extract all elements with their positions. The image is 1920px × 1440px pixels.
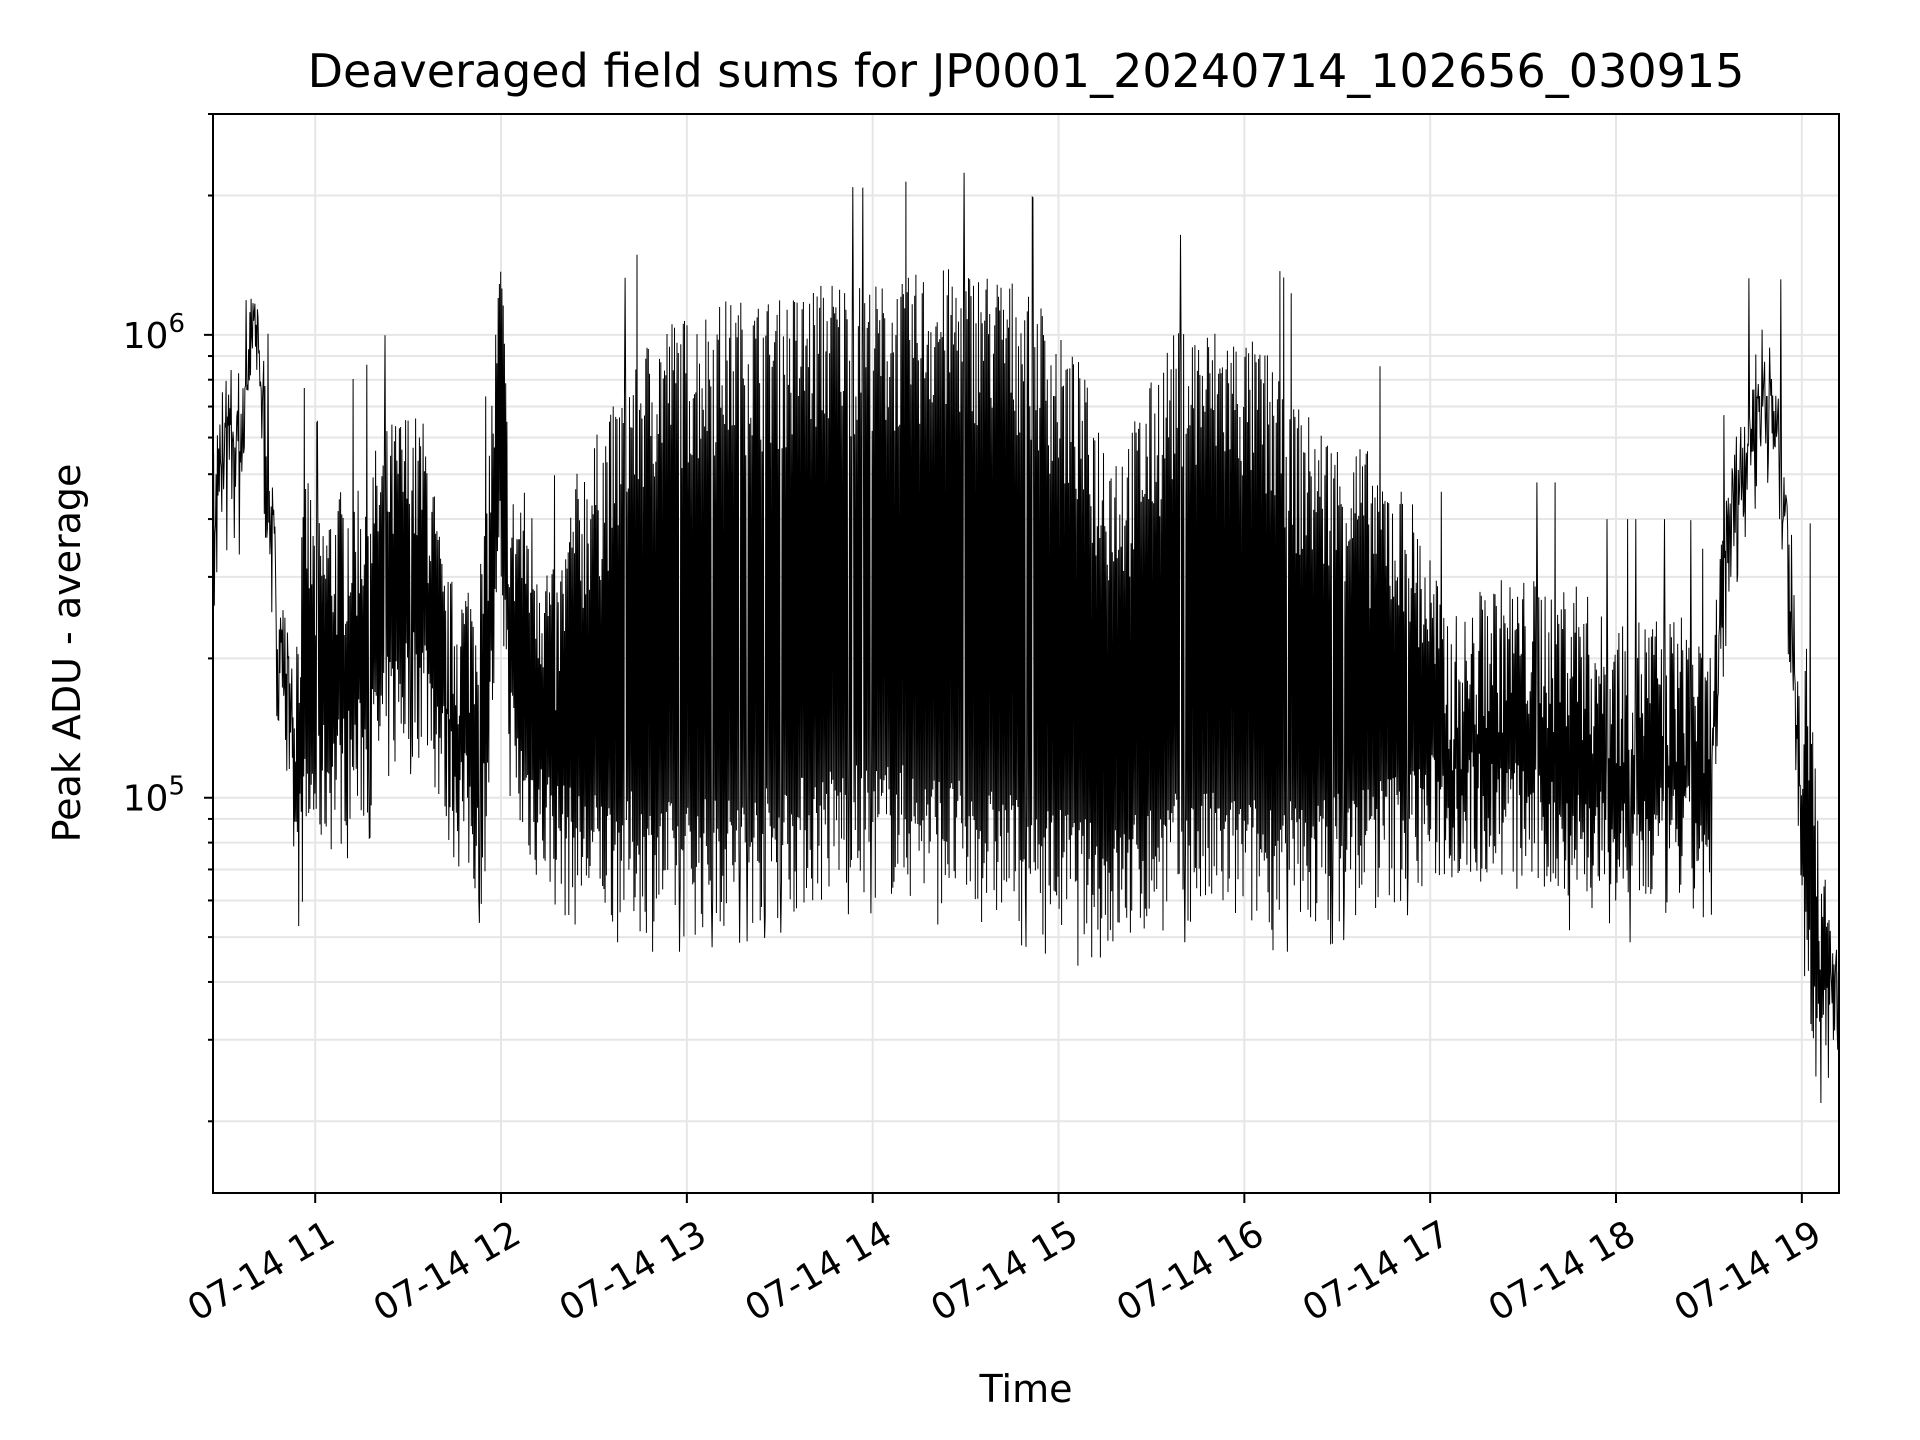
y-tick-label: 105 [123,772,185,820]
plot-area [212,172,1840,1104]
x-tick-label: 07-14 11 [181,1213,342,1329]
chart-title: Deaveraged field sums for JP0001_2024071… [308,44,1745,98]
x-tick-label: 07-14 14 [739,1213,900,1329]
x-tick-label: 07-14 12 [367,1213,528,1329]
x-tick-label: 07-14 16 [1110,1213,1271,1329]
x-axis-label: Time [979,1367,1073,1411]
y-tick-label: 106 [123,309,185,357]
x-tick-label: 07-14 18 [1482,1213,1643,1329]
x-tick-label: 07-14 13 [553,1213,714,1329]
x-tick-label: 07-14 15 [924,1213,1085,1329]
plot-frame [212,113,1840,1194]
x-tick-label: 07-14 17 [1296,1213,1457,1329]
y-axis-label: Peak ADU - average [45,464,89,843]
x-tick-label: 07-14 19 [1668,1213,1829,1329]
series-line [212,172,1840,1104]
